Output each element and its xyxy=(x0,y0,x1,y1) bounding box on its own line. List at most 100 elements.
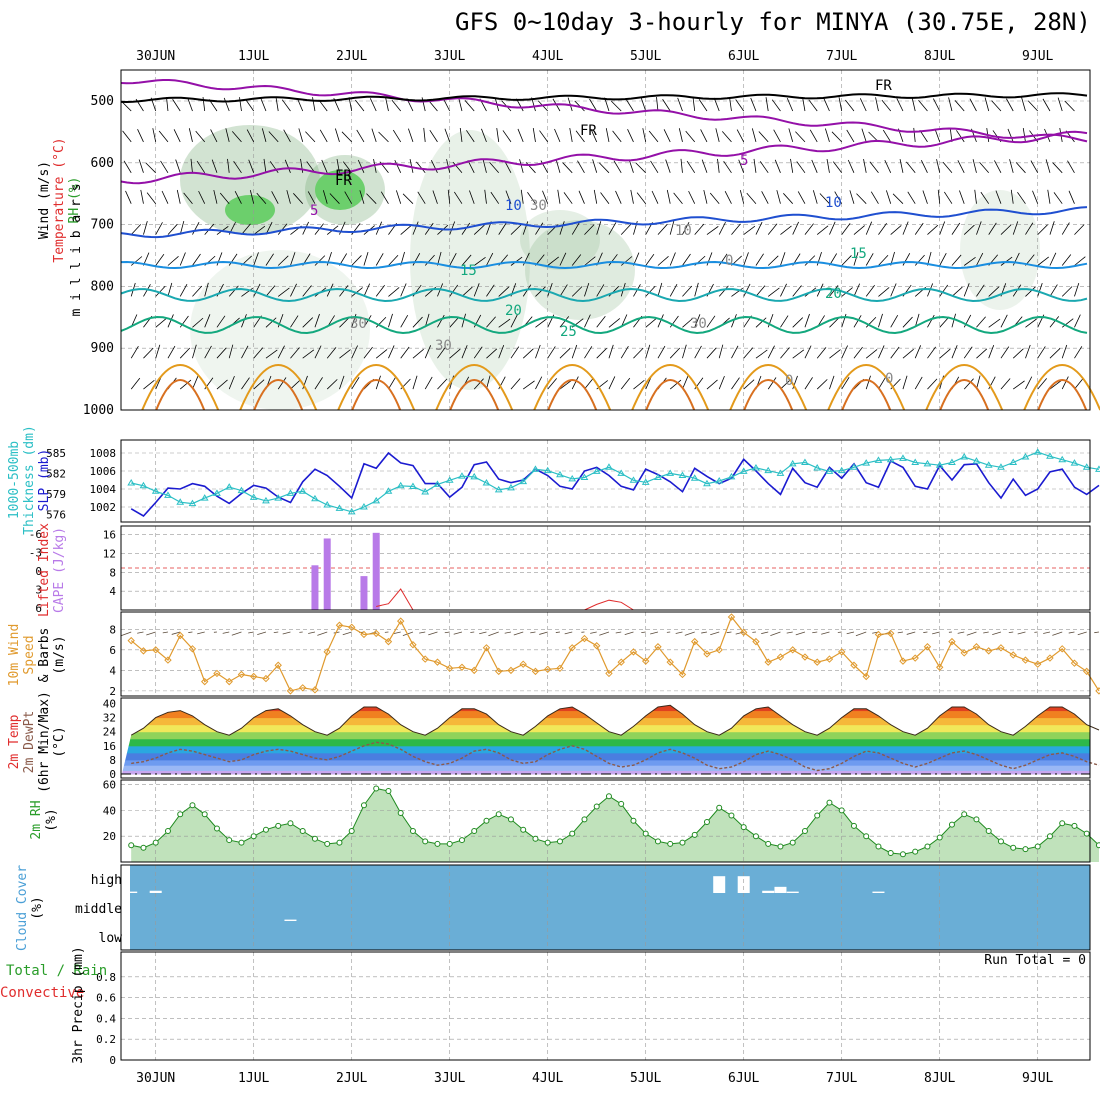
upper-wind-barb xyxy=(715,128,720,142)
upper-wind-barb xyxy=(890,346,900,359)
wind-speed-line xyxy=(130,615,1100,692)
upper-wind-barb xyxy=(902,221,909,235)
upper-wind-barb xyxy=(792,375,798,390)
upper-wind-barb xyxy=(517,128,524,143)
wind-barb xyxy=(701,631,708,634)
cloud-high-bar xyxy=(786,891,799,893)
contour-label: 0 xyxy=(785,373,793,389)
upper-wind-barb xyxy=(486,348,498,359)
upper-wind-barb xyxy=(314,255,326,266)
upper-wind-barb xyxy=(678,128,683,142)
wind-speed-marker xyxy=(397,617,405,625)
upper-wind-barb xyxy=(260,97,267,112)
warm-contour xyxy=(729,364,808,411)
upper-wind-barb xyxy=(816,225,829,235)
upper-wind-barb xyxy=(265,317,277,328)
upper-wind-barb xyxy=(783,193,794,204)
slp-panel-frame xyxy=(120,439,1091,523)
temp-ylabel: (6hr Min/Max) xyxy=(37,691,52,793)
upper-wind-barb xyxy=(951,254,962,266)
upper-wind-barb xyxy=(351,287,363,297)
upper-wind-barb xyxy=(1006,98,1014,112)
thickness-marker xyxy=(127,479,136,486)
upper-wind-barb xyxy=(1012,348,1024,359)
upper-wind-barb xyxy=(853,225,865,235)
temp-band xyxy=(121,765,1090,771)
upper-wind-barb xyxy=(216,347,227,359)
upper-wind-barb xyxy=(256,192,267,204)
wind-speed-marker xyxy=(605,669,613,678)
upper-wind-barb xyxy=(592,159,598,173)
upper-wind-barb xyxy=(277,255,289,266)
upper-wind-barb xyxy=(954,100,965,112)
upper-wind-barb xyxy=(473,256,486,266)
rh-marker xyxy=(752,833,759,840)
cloud-high-bar xyxy=(713,876,726,893)
upper-wind-barb xyxy=(473,314,482,328)
date-label-top: 6JUL xyxy=(728,49,759,64)
cloud-background xyxy=(130,865,1090,950)
upper-wind-barb xyxy=(459,127,463,142)
upper-wind-barb xyxy=(339,349,351,359)
upper-wind-barb xyxy=(302,375,308,390)
upper-wind-barb xyxy=(706,226,719,235)
wind-speed-marker xyxy=(703,650,711,658)
date-label-bottom: 9JUL xyxy=(1022,1071,1053,1086)
upper-wind-barb xyxy=(363,346,373,359)
upper-wind-barb xyxy=(486,316,496,328)
contour-label: FR xyxy=(875,78,892,94)
upper-wind-barb xyxy=(892,193,904,204)
upper-wind-barb xyxy=(577,160,585,174)
upper-wind-barb xyxy=(645,317,657,328)
wind-barb xyxy=(795,631,806,636)
upper-wind-barb xyxy=(755,253,764,266)
upper-wind-barb xyxy=(669,283,678,297)
chart-title: GFS 0~10day 3-hourly for MINYA (30.75E, … xyxy=(455,8,1091,36)
cloud-panel-frame xyxy=(120,864,1091,951)
upper-wind-barb xyxy=(865,349,878,359)
thickness-tick: 579 xyxy=(46,488,66,501)
upper-wind-barb xyxy=(829,375,835,390)
upper-wind-barb xyxy=(1030,160,1039,173)
upper-wind-barb xyxy=(829,221,836,235)
rh-marker xyxy=(446,840,453,847)
upper-wind-barb xyxy=(600,192,610,204)
upper-wind-barb xyxy=(432,190,438,204)
upper-wind-barb xyxy=(211,159,218,173)
upper-wind-barb xyxy=(721,131,732,143)
wind-speed-marker xyxy=(727,613,736,621)
date-label-bottom: 4JUL xyxy=(532,1071,563,1086)
upper-wind-barb xyxy=(522,221,529,235)
wind-speed-marker xyxy=(262,674,270,683)
upper-wind-barb xyxy=(378,131,389,143)
rh-marker xyxy=(863,833,870,840)
upper-wind-barb xyxy=(838,97,843,112)
upper-wind-barb xyxy=(936,159,941,173)
upper-wind-barb xyxy=(907,191,916,204)
upper-wind-barb xyxy=(816,347,827,359)
rh-marker xyxy=(605,793,612,800)
date-label-bottom: 5JUL xyxy=(630,1071,661,1086)
precip-tick: 0.6 xyxy=(96,992,116,1005)
upper-wind-barb xyxy=(584,282,590,297)
upper-wind-barb xyxy=(145,162,156,174)
wind-speed-marker xyxy=(997,644,1005,652)
upper-wind-barb xyxy=(902,375,908,390)
thickness-marker xyxy=(678,471,687,478)
upper-wind-barb xyxy=(780,315,789,328)
upper-wind-barb xyxy=(265,349,278,359)
thickness-marker xyxy=(372,496,381,504)
upper-wind-barb xyxy=(473,283,480,297)
thickness-marker xyxy=(935,461,944,468)
upper-wind-barb xyxy=(738,159,745,173)
upper-wind-barb xyxy=(673,192,683,204)
thickness-marker xyxy=(752,463,760,471)
upper-wind-barb xyxy=(155,317,167,328)
upper-wind-barb xyxy=(882,129,892,143)
wind-barb xyxy=(650,631,659,635)
wind-speed-marker xyxy=(1058,645,1066,653)
wind-barb xyxy=(641,631,646,634)
upper-wind-barb xyxy=(277,377,287,390)
wind-speed-marker xyxy=(593,642,601,650)
upper-wind-barb xyxy=(241,377,250,390)
